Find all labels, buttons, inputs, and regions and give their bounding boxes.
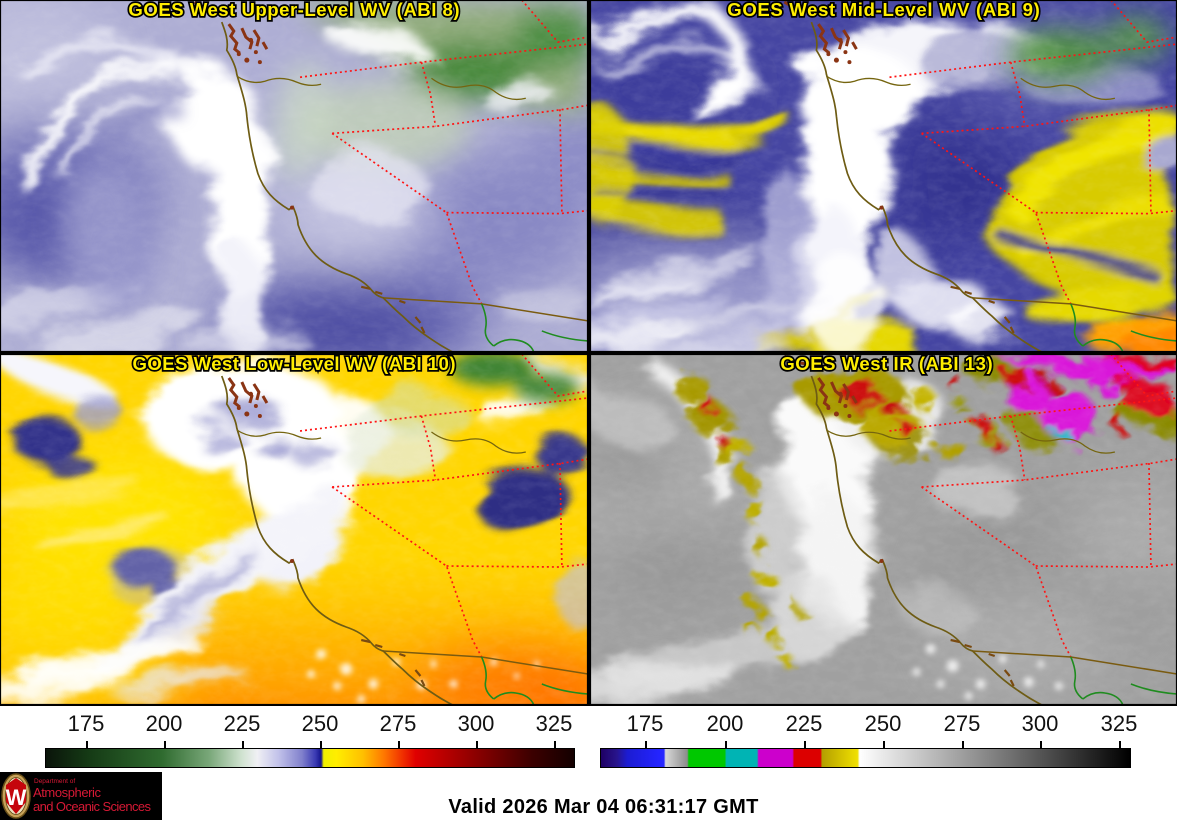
svg-text:Atmospheric: Atmospheric [33,785,102,800]
svg-text:GOES West Upper-Level WV (ABI: GOES West Upper-Level WV (ABI 8) [128,0,459,20]
svg-text:GOES West Mid-Level WV (ABI 9): GOES West Mid-Level WV (ABI 9) [727,0,1040,20]
svg-text:W: W [6,785,27,810]
svg-text:GOES West IR (ABI 13): GOES West IR (ABI 13) [780,354,992,374]
svg-text:and Oceanic Sciences: and Oceanic Sciences [33,799,152,814]
svg-text:GOES West Low-Level WV (ABI 10: GOES West Low-Level WV (ABI 10) [132,354,455,374]
svg-text:Department of: Department of [34,778,75,785]
